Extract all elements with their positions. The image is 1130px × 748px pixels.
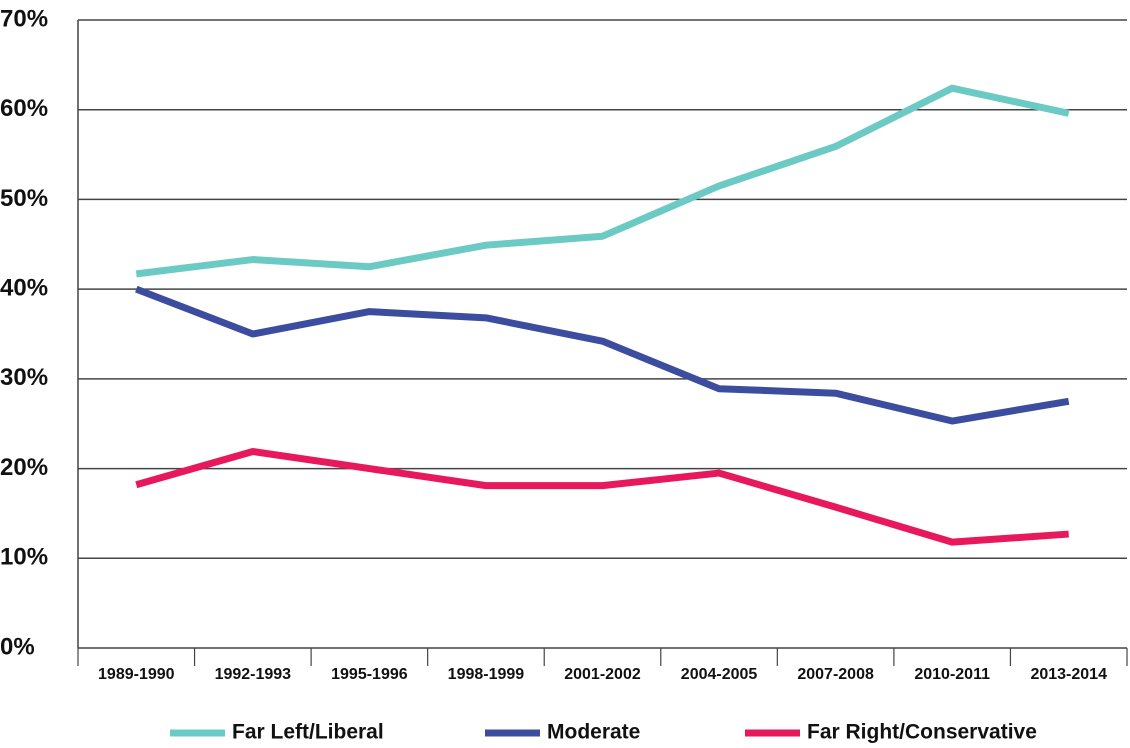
series-line (135, 84, 1070, 278)
series-line (135, 448, 1069, 546)
x-tick-label: 2010-2011 (914, 666, 990, 683)
x-tick-label: 1998-1999 (448, 666, 525, 683)
x-tick-label: 2001-2002 (564, 666, 641, 683)
legend-label: Moderate (547, 721, 640, 744)
x-tick-label: 1989-1990 (98, 666, 175, 683)
x-tick-label: 2013-2014 (1030, 666, 1107, 683)
x-tick-label: 1992-1993 (215, 666, 292, 683)
series-line (135, 285, 1070, 425)
y-tick-label: 30% (0, 364, 48, 391)
legend-label: Far Right/Conservative (807, 721, 1037, 744)
y-tick-label: 10% (0, 544, 48, 571)
y-tick-label: 50% (0, 185, 48, 212)
y-tick-label: 0% (0, 633, 35, 660)
x-tick-label: 2004-2005 (681, 666, 758, 683)
legend-label: Far Left/Liberal (232, 721, 384, 744)
y-tick-label: 20% (0, 454, 48, 481)
y-tick-label: 70% (0, 5, 48, 32)
x-tick-label: 2007-2008 (797, 666, 874, 683)
y-tick-label: 40% (0, 274, 48, 301)
x-tick-label: 1995-1996 (331, 666, 408, 683)
y-tick-label: 60% (0, 95, 48, 122)
